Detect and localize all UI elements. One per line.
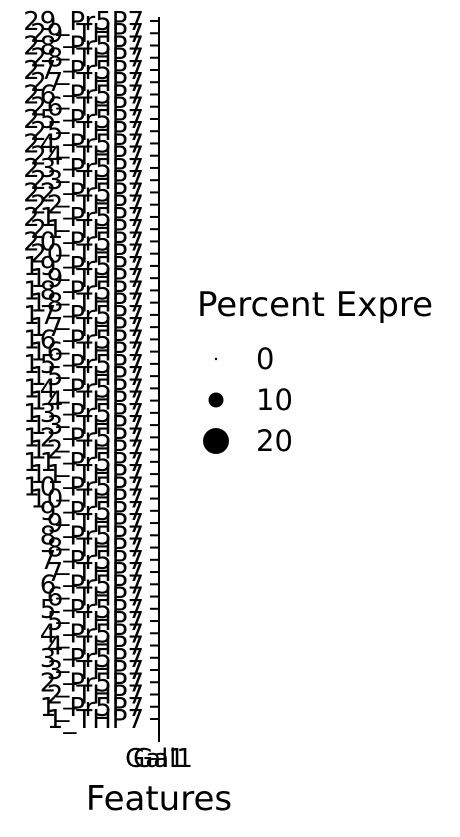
x-axis-title: Features xyxy=(86,779,232,819)
y-tick-label: 22_Pr5P7 xyxy=(23,178,144,208)
y-tick-label: 10_Pr5P7 xyxy=(23,472,144,502)
y-tick-label: 20_THP7 xyxy=(30,240,144,270)
legend: Percent Expre 0 10 20 xyxy=(197,285,433,458)
legend-dot xyxy=(203,428,229,454)
x-tick-label: Gal1 xyxy=(133,744,193,774)
y-tick-label: 5_Pr5P7 xyxy=(40,595,144,625)
y-tick-label: 20_Pr5P7 xyxy=(23,227,144,257)
y-tick-label: 26_THP7 xyxy=(30,93,144,123)
y-tick-label: 12_THP7 xyxy=(30,436,144,466)
legend-title: Percent Expre xyxy=(197,285,433,325)
y-tick-label: 7_THP7 xyxy=(47,558,144,588)
y-tick-label: 3_THP7 xyxy=(47,656,144,686)
legend-label: 20 xyxy=(256,424,293,458)
y-tick-label: 21_Pr5P7 xyxy=(23,203,144,233)
y-tick-label: 4_Pr5P7 xyxy=(40,619,144,649)
y-tick-label: 19_THP7 xyxy=(30,264,144,294)
y-tick-label: 29_THP7 xyxy=(30,19,144,49)
legend-dot xyxy=(214,357,218,361)
y-tick-label: 21_THP7 xyxy=(30,215,144,245)
y-tick-label: 8_THP7 xyxy=(47,534,144,564)
y-tick-label: 13_Pr5P7 xyxy=(23,399,144,429)
y-tick-label: 24_THP7 xyxy=(30,142,144,172)
y-tick-label: 15_THP7 xyxy=(30,362,144,392)
y-tick-label: 23_Pr5P7 xyxy=(23,154,144,184)
y-tick-label: 26_Pr5P7 xyxy=(23,80,144,110)
y-tick-label: 24_Pr5P7 xyxy=(23,129,144,159)
y-tick-label: 17_THP7 xyxy=(30,313,144,343)
y-tick-label: 18_THP7 xyxy=(30,289,144,319)
y-tick-label: 2_Pr5P7 xyxy=(40,668,144,698)
y-tick-label: 15_Pr5P7 xyxy=(23,350,144,380)
y-tick-label: 14_THP7 xyxy=(30,387,144,417)
legend-label: 0 xyxy=(256,342,274,376)
y-tick-label: 8_Pr5P7 xyxy=(40,521,144,551)
y-tick-label: 11_Pr5P7 xyxy=(23,448,144,478)
y-tick-label: 6_Pr5P7 xyxy=(40,570,144,600)
y-tick-label: 1_THP7 xyxy=(47,705,144,735)
y-tick-label: 25_THP7 xyxy=(30,117,144,147)
y-tick-label: 3_Pr5P7 xyxy=(40,644,144,674)
y-tick-label: 2_THP7 xyxy=(47,681,144,711)
y-axis: 1_THP71_Pr5P72_THP72_Pr5P73_THP73_Pr5P74… xyxy=(23,7,160,735)
y-tick-label: 25_Pr5P7 xyxy=(23,105,144,135)
y-tick-label: 16_THP7 xyxy=(30,338,144,368)
y-tick-label: 19_Pr5P7 xyxy=(23,252,144,282)
y-tick-label: 22_THP7 xyxy=(30,191,144,221)
y-tick-label: 28_THP7 xyxy=(30,44,144,74)
y-tick-label: 9_THP7 xyxy=(47,509,144,539)
y-tick-label: 11_THP7 xyxy=(30,460,144,490)
y-tick-label: 29_Pr5P7 xyxy=(23,7,144,37)
legend-dot xyxy=(208,392,224,408)
y-tick-label: 27_Pr5P7 xyxy=(23,56,144,86)
y-tick-label: 18_Pr5P7 xyxy=(23,276,144,306)
y-tick-label: 1_Pr5P7 xyxy=(40,693,144,723)
y-tick-label: 9_Pr5P7 xyxy=(40,497,144,527)
y-tick-label: 10_THP7 xyxy=(30,485,144,515)
y-tick-label: 5_THP7 xyxy=(47,607,144,637)
x-tick-label: Gal1 xyxy=(125,744,185,774)
y-tick-label: 6_THP7 xyxy=(47,583,144,613)
y-tick-label: 7_Pr5P7 xyxy=(40,546,144,576)
y-tick-label: 12_Pr5P7 xyxy=(23,423,144,453)
y-tick-label: 16_Pr5P7 xyxy=(23,325,144,355)
y-tick-label: 14_Pr5P7 xyxy=(23,374,144,404)
y-tick-label: 27_THP7 xyxy=(30,68,144,98)
y-tick-label: 4_THP7 xyxy=(47,632,144,662)
y-tick-label: 13_THP7 xyxy=(30,411,144,441)
y-tick-label: 28_Pr5P7 xyxy=(23,31,144,61)
y-tick-label: 17_Pr5P7 xyxy=(23,301,144,331)
y-tick-label: 23_THP7 xyxy=(30,166,144,196)
legend-label: 10 xyxy=(256,383,293,417)
